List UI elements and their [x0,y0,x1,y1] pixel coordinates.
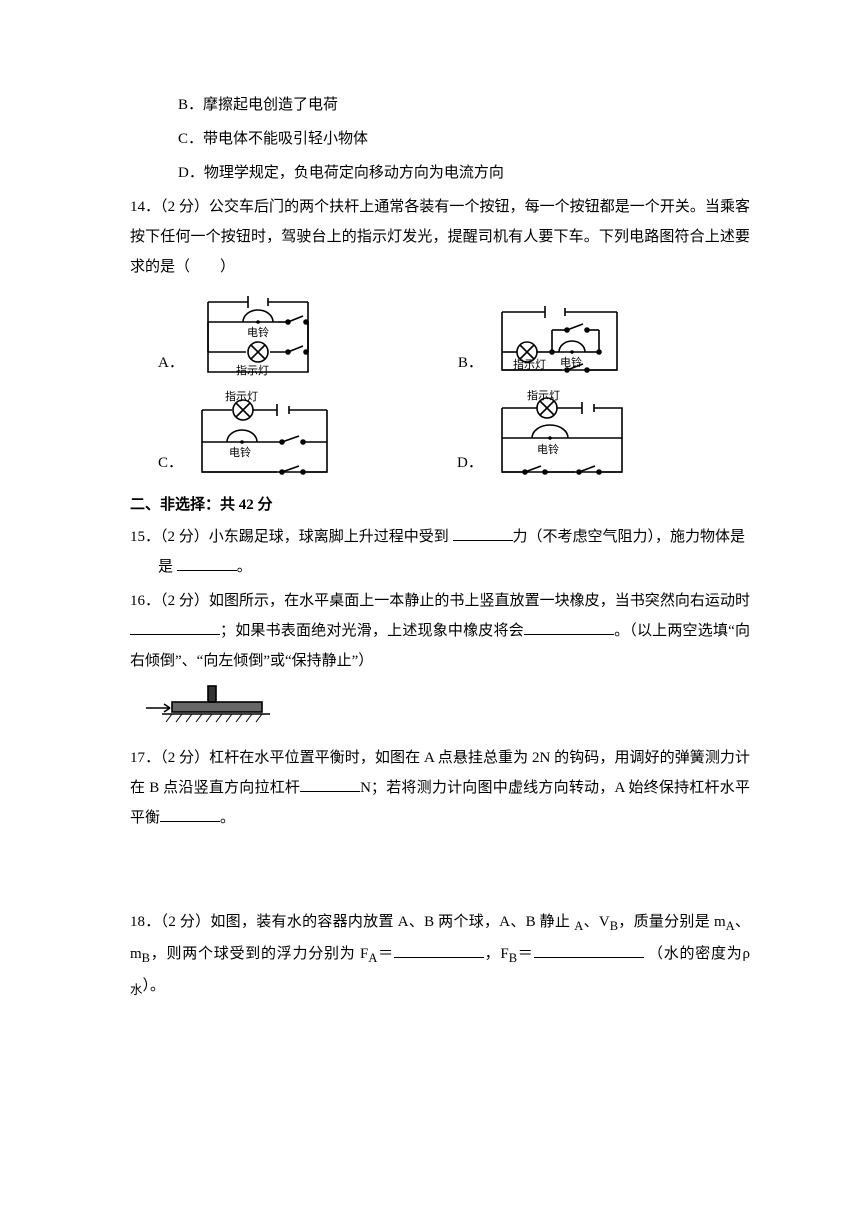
q15-blank2[interactable] [177,553,237,571]
section2-title: 二、非选择：共 42 分 [130,490,750,520]
q14-a-label: A． [158,348,184,382]
circuit-b-icon: 指示灯 电铃 [487,300,632,382]
circuit-c-icon: 指示灯 电铃 [187,390,342,482]
q18-blank2[interactable] [534,940,644,958]
q13-b-text: B．摩擦起电创造了电荷 [178,97,338,113]
q17-blank2[interactable] [160,804,220,822]
q13-choice-d: D．物理学规定，负电荷定向移动方向为电流方向 [130,158,750,188]
q18-sub3: A [726,919,735,933]
q18-b: 、V [583,914,609,930]
q18-a: 18．（2 分）如图，装有水的容器内放置 A、B 两个球，A、B 静止 [130,914,574,930]
bell-label: 电铃 [247,325,269,339]
q14-choice-c: C． [158,390,342,482]
q18-c: ，质量分别是 m [618,914,726,930]
bell-label-c: 电铃 [229,445,251,459]
q18: 18．（2 分）如图，装有水的容器内放置 A、B 两个球，A、B 静止 A、VB… [130,907,750,1003]
lamp-label-b: 指示灯 [513,357,546,371]
q18-sub1: A [574,919,583,933]
q15-b: 力（不考虑空气阻力），施力物体是 [513,529,746,545]
q18-sub6: B [509,951,517,965]
q18-sub5: A [368,951,377,965]
q15-blank1[interactable] [453,523,513,541]
q18-sub4: B [142,951,150,965]
q18-sub2: B [610,919,618,933]
q14-choice-a: A． [158,290,328,382]
q14-c-label: C． [158,448,183,482]
q18-h: ＝ [517,946,534,962]
q16-a: 16．（2 分）如图所示，在水平桌面上一本静止的书上竖直放置一块橡皮，当书突然向… [130,593,750,609]
q18-sub7: 水 [130,983,143,997]
spacer [130,837,750,907]
q18-j: ）。 [143,978,166,994]
q16-figure [142,682,750,735]
q17: 17．（2 分）杠杆在水平位置平衡时，如图在 A 点悬挂总重为 2N 的钩码，用… [130,743,750,833]
section2-text: 二、非选择：共 42 分 [130,497,273,513]
q17-blank1[interactable] [300,774,360,792]
bell-label-b: 电铃 [560,355,582,369]
q18-blank1[interactable] [394,940,484,958]
lamp-label: 指示灯 [236,363,269,377]
q14-b-label: B． [458,348,483,382]
lamp-label-c: 指示灯 [225,390,258,403]
q13-choice-c: C．带电体不能吸引轻小物体 [130,124,750,154]
q15-cont: 是 [130,559,177,575]
q13-d-text: D．物理学规定，负电荷定向移动方向为电流方向 [178,165,504,181]
q16: 16．（2 分）如图所示，在水平桌面上一本静止的书上竖直放置一块橡皮，当书突然向… [130,586,750,676]
q14-stem-text: 14．（2 分）公交车后门的两个扶杆上通常各装有一个按钮，每一个按钮都是一个开关… [130,199,750,275]
q18-g: ，F [484,946,509,962]
q14-choice-d: D． [457,390,637,482]
q16-blank1[interactable] [130,617,220,635]
q14-stem: 14．（2 分）公交车后门的两个扶杆上通常各装有一个按钮，每一个按钮都是一个开关… [130,192,750,282]
bell-label-d: 电铃 [537,442,559,456]
q17-c: 。 [220,810,235,826]
circuit-d-icon: 指示灯 电铃 [487,390,637,482]
q18-e: ，则两个球受到的浮力分别为 F [150,946,368,962]
q18-i: （水的密度为ρ [644,946,750,962]
q16-blank2[interactable] [524,617,614,635]
q18-f: ＝ [377,946,394,962]
q14-row2: C． [130,390,750,482]
q15: 15．（2 分）小东踢足球，球离脚上升过程中受到 力（不考虑空气阻力），施力物体… [130,522,750,582]
q14-d-label: D． [457,448,483,482]
q15-c: 。 [237,559,252,575]
q16-b: ；如果书表面绝对光滑，上述现象中橡皮将会 [220,623,524,639]
q15-a: 15．（2 分）小东踢足球，球离脚上升过程中受到 [130,529,453,545]
q14-choice-b: B． [458,300,632,382]
q13-choice-b: B．摩擦起电创造了电荷 [130,90,750,120]
q13-c-text: C．带电体不能吸引轻小物体 [178,131,368,147]
circuit-a-icon: 电铃 指示灯 [188,290,328,382]
eraser-on-book-icon [142,682,272,724]
lamp-label-d: 指示灯 [527,390,560,402]
q14-row1: A． [130,290,750,382]
